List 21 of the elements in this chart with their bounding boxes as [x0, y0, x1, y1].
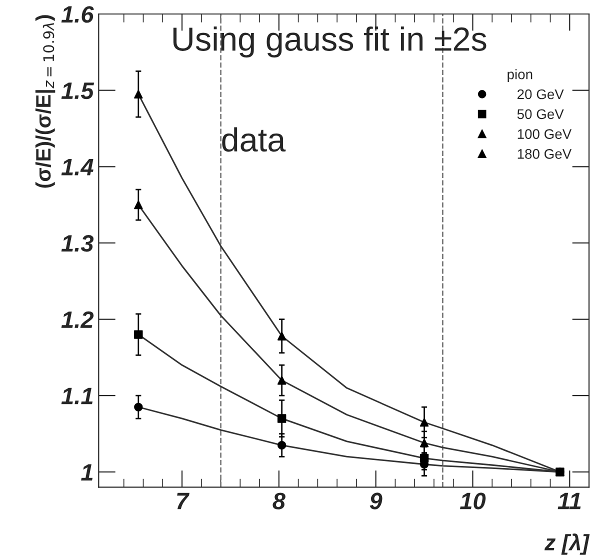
- y-tick-label: 1: [81, 464, 93, 480]
- legend-label: 100 GeV: [518, 129, 572, 139]
- legend-title: pion: [508, 69, 532, 82]
- chart-title: Using gauss fit in ±2s: [173, 26, 486, 58]
- y-tick-label: 1.4: [61, 158, 94, 176]
- y-tick-label: 1.1: [61, 388, 93, 404]
- legend-label: 50 GeV: [517, 109, 564, 120]
- y-axis-title: (σ/E)/(σ/E|$_{z=10.9λ}$): [35, 15, 56, 188]
- y-tick-label: 1.6: [61, 6, 94, 23]
- y-tick-label: 1.3: [61, 235, 94, 252]
- x-tick-label: 11: [558, 492, 581, 510]
- y-tick-label: 1.2: [61, 311, 94, 328]
- legend-label: 180 GeV: [518, 149, 572, 159]
- annotation: data: [222, 127, 286, 152]
- x-tick-label: 8: [272, 492, 286, 510]
- x-axis-title: z [λ]: [544, 534, 590, 555]
- x-tick-label: 7: [177, 492, 190, 510]
- legend-label: 20 GeV: [518, 89, 564, 100]
- x-tick-label: 9: [370, 492, 382, 510]
- y-tick-label: 1.5: [61, 82, 94, 100]
- x-tick-label: 10: [460, 492, 486, 510]
